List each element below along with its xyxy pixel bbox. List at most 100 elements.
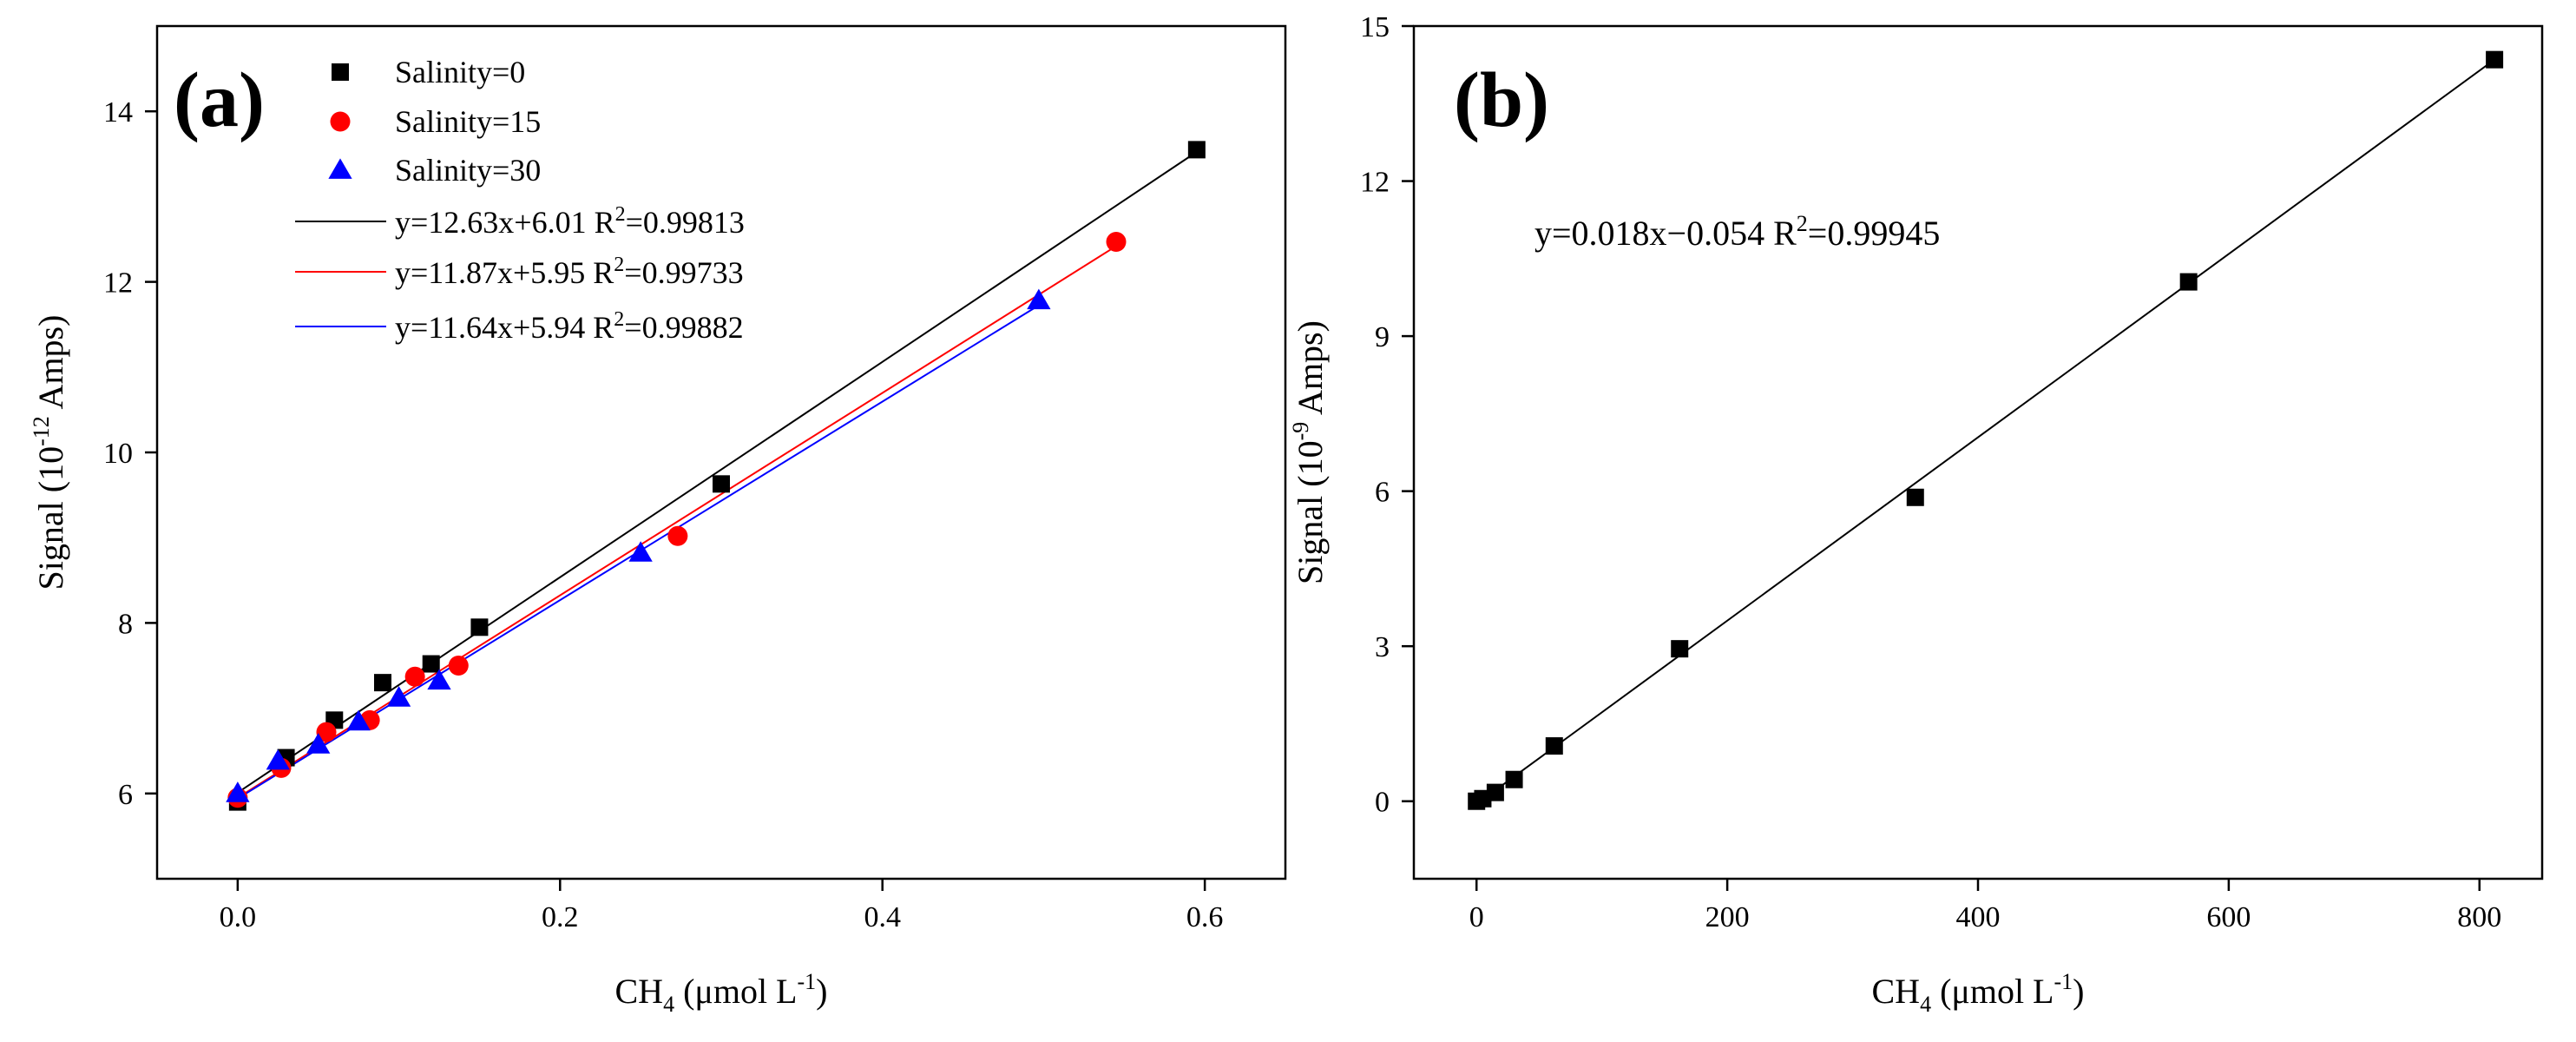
legend-fit-2-r2: =0.99882 <box>624 310 743 345</box>
panel-a-label: (a) <box>174 57 265 143</box>
panel-b: 0 200 400 600 800 0 3 6 9 12 15 (b) y=0.018x−0.054… <box>1288 11 2544 1017</box>
legend-series-1-label: Salinity=15 <box>395 104 541 139</box>
y-tick-label: 9 <box>1375 321 1390 353</box>
panel-b-ylabel-after: Amps) <box>1291 320 1330 422</box>
panel-a: 0.0 0.2 0.4 0.6 6 8 10 12 14 (a) Salinity=0 Sali… <box>29 24 1287 1017</box>
x-tick-label: 0.0 <box>220 901 257 933</box>
panel-b-xlabel-main: CH <box>1871 972 1920 1011</box>
fit-line-0 <box>1475 58 2495 805</box>
x-tick-label: 400 <box>1956 901 2001 933</box>
panel-a-y-axis-title: Signal (10-12 Amps) <box>29 315 70 590</box>
data-point-s0 <box>713 475 730 493</box>
panel-a-xlabel-sub: 4 <box>663 992 674 1017</box>
panel-b-eq: y=0.018x−0.054 R <box>1534 214 1797 253</box>
x-tick-label: 0.2 <box>542 901 579 933</box>
data-point-s1 <box>667 525 688 546</box>
data-point-s2 <box>628 541 653 562</box>
fit-line-1 <box>237 245 1117 799</box>
panel-b-eq-r2: =0.99945 <box>1808 214 1941 253</box>
panel-a-ylabel-main: Signal (10 <box>31 446 70 590</box>
panel-a-legend-markers <box>328 63 352 179</box>
legend-fit-0-r2: =0.99813 <box>626 205 745 240</box>
panel-b-label: (b) <box>1454 57 1549 143</box>
data-point-s0 <box>1486 783 1504 801</box>
legend-series-0-label: Salinity=0 <box>395 55 525 89</box>
legend-series-2-label: Salinity=30 <box>395 153 541 188</box>
legend-fit-0-eq: y=12.63x+6.01 R <box>395 205 615 240</box>
data-point-s2 <box>346 709 371 731</box>
data-point-s2 <box>427 669 451 690</box>
y-tick-label: 6 <box>1375 477 1390 509</box>
legend-fit-2-sup: 2 <box>614 308 624 331</box>
y-tick-label: 12 <box>103 267 133 300</box>
y-tick-label: 10 <box>103 438 133 470</box>
y-tick-label: 12 <box>1360 167 1390 199</box>
y-tick-label: 14 <box>103 96 133 129</box>
panel-a-ticks: 0.0 0.2 0.4 0.6 6 8 10 12 14 <box>103 96 1223 933</box>
x-tick-label: 200 <box>1705 901 1750 933</box>
data-point-s2 <box>1027 288 1051 310</box>
panel-a-ylabel-sup: -12 <box>29 416 54 446</box>
panel-b-xlabel-sup: -1 <box>2054 969 2073 994</box>
data-point-s0 <box>422 655 440 673</box>
legend-fit-2-label: y=11.64x+5.94 R2=0.99882 <box>395 308 744 345</box>
x-tick-label: 800 <box>2457 901 2501 933</box>
data-point-s0 <box>1671 640 1689 658</box>
fit-line-0 <box>237 151 1198 794</box>
panel-a-fit-lines <box>237 151 1198 800</box>
data-point-s0 <box>470 618 489 636</box>
data-point-s0 <box>1906 488 1924 506</box>
legend-fit-0-sup: 2 <box>615 203 626 226</box>
panel-a-xlabel-sup: -1 <box>798 969 817 994</box>
data-point-s1 <box>404 666 425 687</box>
y-tick-label: 6 <box>118 779 133 811</box>
legend-fit-1-label: y=11.87x+5.95 R2=0.99733 <box>395 254 744 290</box>
data-point-s2 <box>386 686 411 707</box>
panel-b-eq-sup: 2 <box>1797 211 1808 236</box>
data-point-s1 <box>1106 231 1127 252</box>
data-point-s0 <box>1187 141 1206 159</box>
panel-b-xlabel-close: ) <box>2073 972 2084 1011</box>
panel-b-ylabel-sup: -9 <box>1288 422 1313 441</box>
data-point-s1 <box>448 656 469 676</box>
panel-a-ylabel-after: Amps) <box>31 315 70 417</box>
legend-fit-0-label: y=12.63x+6.01 R2=0.99813 <box>395 203 745 240</box>
y-tick-label: 15 <box>1360 11 1390 43</box>
x-tick-label: 0 <box>1469 901 1484 933</box>
data-point-s2 <box>306 733 331 754</box>
y-tick-label: 8 <box>118 608 133 640</box>
panel-b-points <box>1468 50 2504 810</box>
x-tick-label: 600 <box>2206 901 2251 933</box>
panel-b-ylabel-main: Signal (10 <box>1291 440 1330 584</box>
data-point-s0 <box>1505 770 1523 788</box>
data-point-s0 <box>2179 273 2198 291</box>
data-point-s0 <box>374 674 391 692</box>
data-point-s2 <box>226 782 250 802</box>
y-tick-label: 3 <box>1375 631 1390 663</box>
legend-marker-0 <box>332 63 349 81</box>
panel-b-x-axis-title: CH4 (μmol L-1) <box>1871 969 2084 1017</box>
panel-b-ticks: 0 200 400 600 800 0 3 6 9 12 15 <box>1360 11 2501 933</box>
data-point-s2 <box>266 749 290 770</box>
panel-b-fit-lines <box>1475 58 2495 805</box>
data-point-s0 <box>2486 50 2504 69</box>
panel-b-xlabel-after: (μmol L <box>1931 972 2054 1011</box>
legend-fit-1-sup: 2 <box>614 254 624 276</box>
panel-b-y-axis-title: Signal (10-9 Amps) <box>1288 320 1330 584</box>
panel-b-plot-frame <box>1412 24 2544 880</box>
panel-a-x-axis-title: CH4 (μmol L-1) <box>614 969 827 1017</box>
legend-fit-2-eq: y=11.64x+5.94 R <box>395 310 614 345</box>
data-point-s0 <box>1545 737 1563 755</box>
x-tick-label: 0.6 <box>1186 901 1224 933</box>
panel-a-legend: Salinity=0 Salinity=15 Salinity=30 y=12.… <box>295 55 745 345</box>
x-tick-label: 0.4 <box>864 901 901 933</box>
y-tick-label: 0 <box>1375 787 1390 819</box>
legend-marker-2 <box>328 158 352 179</box>
panel-a-xlabel-main: CH <box>614 972 663 1011</box>
data-point-s1 <box>316 722 337 742</box>
legend-fit-1-eq: y=11.87x+5.95 R <box>395 255 614 290</box>
panel-a-xlabel-close: ) <box>816 972 827 1011</box>
panel-b-fit-equation: y=0.018x−0.054 R2=0.99945 <box>1534 211 1940 253</box>
legend-fit-1-r2: =0.99733 <box>624 255 743 290</box>
